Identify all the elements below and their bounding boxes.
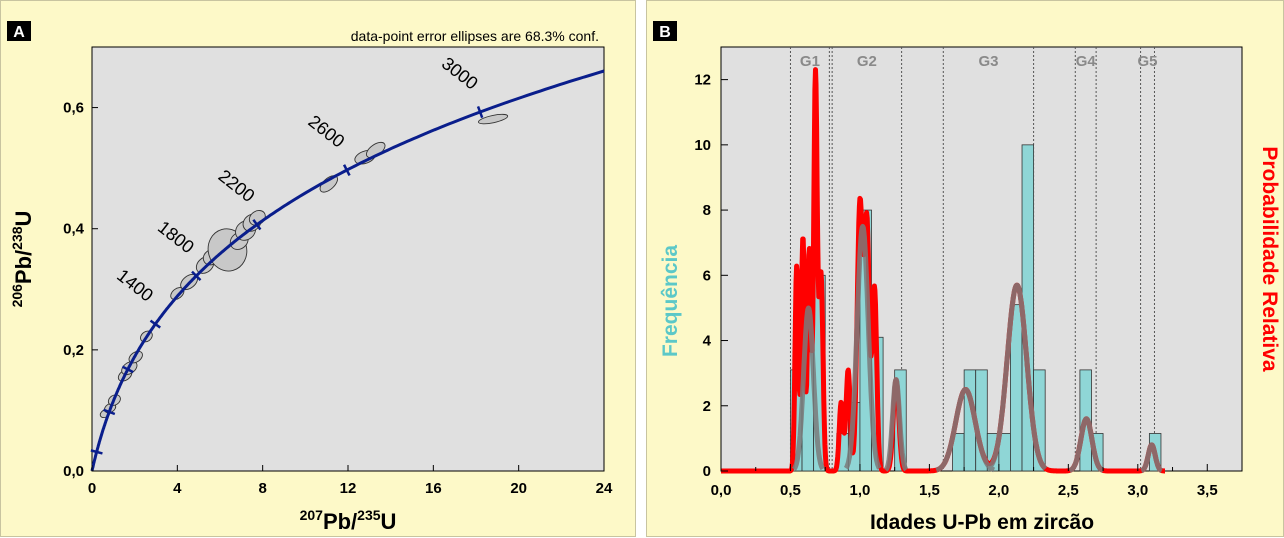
x-tick-label: 2,0 xyxy=(988,482,1009,499)
x-tick-label: 4 xyxy=(173,480,182,497)
axes-b: 0,0 0,5 1,0 1,5 2,0 2,5 3,0 3,5 0 2 4 6 8 10 12 xyxy=(694,72,1217,499)
x-tick-label: 0,0 xyxy=(711,482,732,499)
y-tick-label: 0,2 xyxy=(63,342,84,359)
x-tick-label: 12 xyxy=(340,480,357,497)
error-ellipse xyxy=(477,113,509,125)
panel-b-badge xyxy=(653,21,677,41)
x-tick-label: 0,5 xyxy=(780,482,801,499)
concordia-curve xyxy=(90,69,605,472)
x-tick-label: 3,5 xyxy=(1197,482,1218,499)
histogram-bar xyxy=(1091,433,1104,472)
x-tick-label: 20 xyxy=(510,480,527,497)
x-tick-label: 1,0 xyxy=(850,482,871,499)
concordia-tick xyxy=(476,105,484,119)
x-tick-label: 1,5 xyxy=(919,482,940,499)
concordia-tick xyxy=(103,408,116,416)
y-tick-label: 4 xyxy=(703,333,712,350)
panel-a-badge xyxy=(7,21,31,41)
concordia-tick xyxy=(342,164,351,176)
concordia-tick xyxy=(252,219,262,231)
x-tick-label: 0 xyxy=(88,480,96,497)
x-tick-label: 16 xyxy=(425,480,442,497)
group-label: G5 xyxy=(1138,53,1158,70)
y-tick-label: 6 xyxy=(703,267,711,284)
y-tick-label: 8 xyxy=(703,202,711,219)
x-tick-label: 24 xyxy=(596,480,613,497)
concordia-tick xyxy=(121,365,134,374)
panel-b-label: B xyxy=(659,24,671,41)
y-axis-label-left: Frequência xyxy=(659,245,682,357)
concordia-tick xyxy=(149,319,161,329)
panel-b: B G1 G2 G3 G4 G5 0,0 0,5 1,0 1,5 2,0 2,5 3,0 3,5 0 2 4… xyxy=(646,0,1284,537)
y-tick-label: 0 xyxy=(703,463,711,480)
group-label: G3 xyxy=(978,53,998,70)
concordia-ticks xyxy=(90,105,484,455)
x-tick-label: 8 xyxy=(258,480,266,497)
y-tick-label: 0,6 xyxy=(63,100,84,117)
y-tick-label: 12 xyxy=(694,72,711,89)
x-axis-label-b: Idades U-Pb em zircão xyxy=(870,511,1094,534)
probability-curve-gray xyxy=(792,223,1164,474)
plot-area-a xyxy=(91,46,605,472)
group-label: G4 xyxy=(1076,53,1097,70)
chart-annotation: data-point error ellipses are 68.3% conf… xyxy=(351,28,599,44)
y-axis-label-right: Probabilidade Relativa xyxy=(1258,146,1281,372)
group-label: G2 xyxy=(857,53,877,70)
x-tick-label: 3,0 xyxy=(1127,482,1148,499)
age-histogram-chart: B G1 G2 G3 G4 G5 0,0 0,5 1,0 1,5 2,0 2,5 3,0 3,5 0 2 4… xyxy=(653,21,1281,534)
panel-a: A 1400 1800 2200 2600 3000 data-point error … xyxy=(0,0,636,537)
y-tick-label: 0,0 xyxy=(63,463,84,480)
y-tick-label: 10 xyxy=(694,137,711,154)
y-tick-label: 2 xyxy=(703,398,711,415)
x-axis-label-a: 207Pb/235U xyxy=(300,507,397,534)
panel-a-label: A xyxy=(13,24,25,41)
y-axis-label-a: 206Pb/238U xyxy=(9,211,36,308)
concordia-tick xyxy=(191,270,202,282)
concordia-tick xyxy=(90,449,103,455)
group-label: G1 xyxy=(800,53,820,70)
x-tick-label: 2,5 xyxy=(1058,482,1079,499)
axes-a: 0 4 8 12 16 20 24 0,0 0,2 0,4 0,6 xyxy=(63,100,613,497)
y-tick-label: 0,4 xyxy=(63,221,85,238)
